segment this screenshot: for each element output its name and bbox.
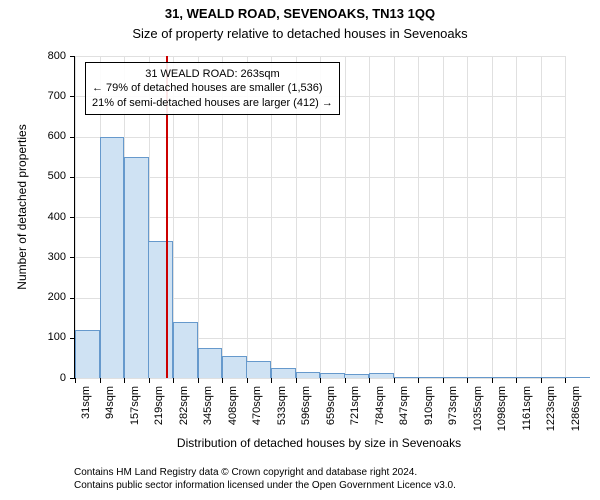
histogram-bar bbox=[246, 361, 271, 378]
tick-mark bbox=[320, 378, 321, 383]
tick-mark bbox=[565, 378, 566, 383]
annotation-line-3: 21% of semi-detached houses are larger (… bbox=[92, 96, 333, 110]
x-tick-label: 1035sqm bbox=[472, 386, 484, 436]
histogram-bar bbox=[320, 373, 345, 378]
x-tick-label: 219sqm bbox=[153, 386, 165, 436]
histogram-bar bbox=[222, 356, 247, 378]
x-tick-label: 470sqm bbox=[251, 386, 263, 436]
histogram-bar bbox=[75, 330, 100, 378]
gridline-v bbox=[394, 56, 395, 378]
chart-subtitle: Size of property relative to detached ho… bbox=[0, 26, 600, 41]
gridline-v bbox=[565, 56, 566, 378]
tick-mark bbox=[100, 378, 101, 383]
histogram-bar bbox=[443, 377, 468, 378]
gridline-v bbox=[541, 56, 542, 378]
histogram-bar bbox=[467, 377, 492, 378]
x-axis-label: Distribution of detached houses by size … bbox=[74, 436, 564, 450]
y-tick-label: 700 bbox=[34, 90, 66, 102]
tick-mark bbox=[124, 378, 125, 383]
x-tick-label: 533sqm bbox=[276, 386, 288, 436]
y-tick-label: 300 bbox=[34, 251, 66, 263]
tick-mark bbox=[222, 378, 223, 383]
x-tick-label: 1161sqm bbox=[521, 386, 533, 436]
tick-mark bbox=[345, 378, 346, 383]
histogram-bar bbox=[492, 377, 517, 378]
annotation-line-2: ← 79% of detached houses are smaller (1,… bbox=[92, 81, 333, 95]
histogram-bar bbox=[540, 377, 565, 378]
gridline-v bbox=[492, 56, 493, 378]
x-tick-label: 408sqm bbox=[227, 386, 239, 436]
histogram-bar bbox=[344, 374, 369, 378]
x-tick-label: 1098sqm bbox=[496, 386, 508, 436]
x-tick-label: 94sqm bbox=[104, 386, 116, 436]
tick-mark bbox=[394, 378, 395, 383]
y-tick-label: 0 bbox=[34, 372, 66, 384]
y-axis-label: Number of detached properties bbox=[15, 107, 29, 307]
histogram-bar bbox=[418, 377, 443, 378]
tick-mark bbox=[296, 378, 297, 383]
footer-line-2: Contains public sector information licen… bbox=[74, 479, 456, 492]
x-tick-label: 1223sqm bbox=[545, 386, 557, 436]
footer-line-1: Contains HM Land Registry data © Crown c… bbox=[74, 466, 456, 479]
x-tick-label: 721sqm bbox=[349, 386, 361, 436]
x-tick-label: 157sqm bbox=[129, 386, 141, 436]
tick-mark bbox=[492, 378, 493, 383]
tick-mark bbox=[516, 378, 517, 383]
gridline-v bbox=[516, 56, 517, 378]
histogram-bar bbox=[100, 137, 125, 378]
plot-area: 31 WEALD ROAD: 263sqm← 79% of detached h… bbox=[74, 56, 565, 379]
tick-mark bbox=[173, 378, 174, 383]
y-tick-label: 600 bbox=[34, 130, 66, 142]
gridline-v bbox=[369, 56, 370, 378]
x-tick-label: 596sqm bbox=[300, 386, 312, 436]
y-tick-label: 400 bbox=[34, 211, 66, 223]
x-tick-label: 910sqm bbox=[423, 386, 435, 436]
histogram-bar bbox=[516, 377, 541, 378]
histogram-bar bbox=[369, 373, 394, 378]
histogram-bar bbox=[565, 377, 590, 378]
tick-mark bbox=[418, 378, 419, 383]
histogram-bar bbox=[271, 368, 296, 378]
histogram-bar bbox=[173, 322, 198, 378]
x-tick-label: 345sqm bbox=[202, 386, 214, 436]
x-tick-label: 659sqm bbox=[325, 386, 337, 436]
tick-mark bbox=[541, 378, 542, 383]
histogram-bar bbox=[124, 157, 149, 378]
x-tick-label: 847sqm bbox=[398, 386, 410, 436]
gridline-v bbox=[345, 56, 346, 378]
tick-mark bbox=[467, 378, 468, 383]
annotation-line-1: 31 WEALD ROAD: 263sqm bbox=[92, 67, 333, 81]
chart-title: 31, WEALD ROAD, SEVENOAKS, TN13 1QQ bbox=[0, 6, 600, 21]
annotation-box: 31 WEALD ROAD: 263sqm← 79% of detached h… bbox=[85, 62, 340, 115]
x-tick-label: 784sqm bbox=[374, 386, 386, 436]
tick-mark bbox=[198, 378, 199, 383]
tick-mark bbox=[443, 378, 444, 383]
y-tick-label: 500 bbox=[34, 170, 66, 182]
tick-mark bbox=[149, 378, 150, 383]
gridline-v bbox=[443, 56, 444, 378]
x-tick-label: 1286sqm bbox=[570, 386, 582, 436]
tick-mark bbox=[75, 378, 76, 383]
tick-mark bbox=[369, 378, 370, 383]
y-tick-label: 200 bbox=[34, 291, 66, 303]
x-tick-label: 31sqm bbox=[80, 386, 92, 436]
x-tick-label: 282sqm bbox=[178, 386, 190, 436]
tick-mark bbox=[247, 378, 248, 383]
y-tick-label: 800 bbox=[34, 50, 66, 62]
chart-container: { "chart": { "type": "histogram", "title… bbox=[0, 0, 600, 500]
y-tick-label: 100 bbox=[34, 331, 66, 343]
histogram-bar bbox=[148, 241, 173, 378]
chart-footer: Contains HM Land Registry data © Crown c… bbox=[74, 466, 456, 492]
histogram-bar bbox=[296, 372, 321, 378]
x-tick-label: 973sqm bbox=[447, 386, 459, 436]
tick-mark bbox=[271, 378, 272, 383]
gridline-v bbox=[418, 56, 419, 378]
histogram-bar bbox=[394, 377, 419, 378]
histogram-bar bbox=[198, 348, 223, 378]
gridline-v bbox=[467, 56, 468, 378]
